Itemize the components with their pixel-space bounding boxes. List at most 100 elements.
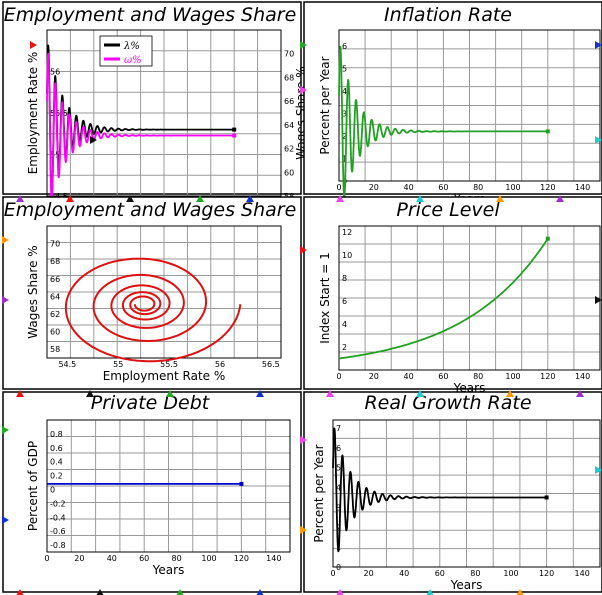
y-tick-label: 68 [50, 257, 60, 266]
edge-marker [326, 390, 334, 397]
x-tick-label: 20 [364, 569, 374, 578]
x-tick-label: 80 [470, 569, 480, 578]
y2-tick-label: 68 [284, 73, 294, 82]
x-tick-label: 60 [435, 569, 445, 578]
y-tick-label: 4 [342, 87, 347, 96]
y-tick-label: 4 [336, 484, 341, 493]
chart-title: Employment and Wages Share [4, 4, 297, 26]
x-tick-label: 60 [139, 554, 149, 563]
y-tick-label: 3 [336, 503, 341, 512]
x-tick-label: 40 [107, 554, 117, 563]
x-tick-label: 54.5 [58, 360, 76, 369]
y-axis-label: Percent per Year [318, 56, 332, 154]
x-tick-label: 100 [505, 183, 520, 192]
x-tick-label: 0 [330, 569, 335, 578]
y-tick-label: 60 [50, 328, 60, 337]
y-tick-label: 66 [50, 275, 60, 284]
series-end-marker [232, 127, 237, 132]
x-tick-label: 140 [266, 554, 281, 563]
y2-tick-label: 64 [284, 121, 294, 130]
y-axis-label: Wages Share % [26, 245, 40, 338]
y-tick-label: 7 [336, 424, 341, 433]
y-tick-label: 1 [342, 154, 347, 163]
edge-marker [66, 195, 74, 202]
y-tick-label: 0.8 [50, 430, 63, 439]
y-tick-label: -0.4 [50, 513, 66, 522]
y2-tick-label: 66 [284, 97, 294, 106]
edge-marker [166, 390, 174, 397]
x-tick-label: 40 [404, 183, 414, 192]
legend-box [99, 35, 153, 67]
series-line [64, 257, 242, 363]
edge-marker [426, 589, 434, 595]
edge-marker [86, 390, 94, 397]
y-tick-label: 55 [50, 151, 60, 160]
edge-marker [595, 136, 602, 144]
edge-marker [2, 296, 9, 304]
y-axis-label: Employment Rate % [26, 52, 40, 175]
y-tick-label: 55.5 [50, 109, 68, 118]
edge-marker [506, 390, 514, 397]
edge-marker [416, 390, 424, 397]
x-tick-label: 120 [540, 372, 555, 381]
edge-marker [556, 195, 564, 202]
y-tick-label: 6 [336, 444, 341, 453]
x-tick-label: 100 [201, 554, 216, 563]
chart-title: Price Level [396, 199, 500, 221]
legend-entry: ω% [124, 55, 142, 66]
y-tick-label: 8 [342, 274, 347, 283]
chart-title: Employment and Wages Share [4, 199, 297, 221]
edge-marker [246, 195, 254, 202]
y-tick-label: 5 [336, 464, 341, 473]
y2-tick-label: 60 [284, 168, 294, 177]
series-line [338, 46, 549, 199]
x-tick-label: 60 [438, 183, 448, 192]
edge-marker [416, 195, 424, 202]
y-tick-label: 5 [342, 64, 347, 73]
edge-marker [2, 236, 9, 244]
y-tick-label: 10 [342, 251, 352, 260]
x-tick-label: 80 [473, 183, 483, 192]
x-tick-label: 80 [172, 554, 182, 563]
edge-marker [2, 426, 9, 434]
y-tick-label: 64 [50, 292, 60, 301]
y-tick-label: 0.6 [50, 444, 63, 453]
x-tick-label: 56 [215, 360, 225, 369]
edge-marker [2, 516, 9, 524]
edge-marker [595, 466, 602, 474]
y-tick-label: 12 [342, 228, 352, 237]
x-tick-label: 140 [575, 183, 590, 192]
edge-marker [300, 86, 307, 94]
y-tick-label: 0 [336, 563, 341, 572]
chart-emp-wages-time: 02040608010012014054.55555.5565860626466… [2, 1, 308, 221]
x-tick-label: 0 [336, 183, 341, 192]
y-tick-label: 0.2 [50, 472, 63, 481]
y-tick-label: 70 [50, 240, 60, 249]
y2-tick-label: 62 [284, 145, 294, 154]
chart-title: Private Debt [91, 392, 211, 414]
edge-marker [16, 589, 24, 595]
edge-marker [90, 136, 97, 144]
edge-marker [300, 246, 307, 254]
series-line [338, 238, 549, 360]
x-tick-label: 0 [44, 554, 49, 563]
edge-markers [2, 41, 602, 595]
x-axis-label: Years [450, 578, 483, 592]
edge-marker [300, 41, 307, 49]
y-tick-label: -0.8 [50, 541, 66, 550]
edge-marker [595, 41, 602, 49]
legend-entry: λ% [123, 41, 140, 52]
edge-marker [300, 526, 307, 534]
chart-title: Real Growth Rate [364, 392, 531, 414]
plot-area [338, 29, 601, 182]
series-line [46, 52, 235, 202]
y2-tick-label: 70 [284, 50, 294, 59]
edge-marker [516, 589, 524, 595]
y-tick-label: 2 [336, 523, 341, 532]
edge-marker [336, 589, 344, 595]
plot-area [332, 419, 601, 568]
chart-private-debt: 0 20 40 60 80 100 120 140 -0.8 -0.6 -0.4 -0.2 0 0.2 0.… [2, 391, 302, 593]
x-tick-label: 56.5 [262, 360, 280, 369]
x-axis-label: Employment Rate % [103, 369, 226, 383]
